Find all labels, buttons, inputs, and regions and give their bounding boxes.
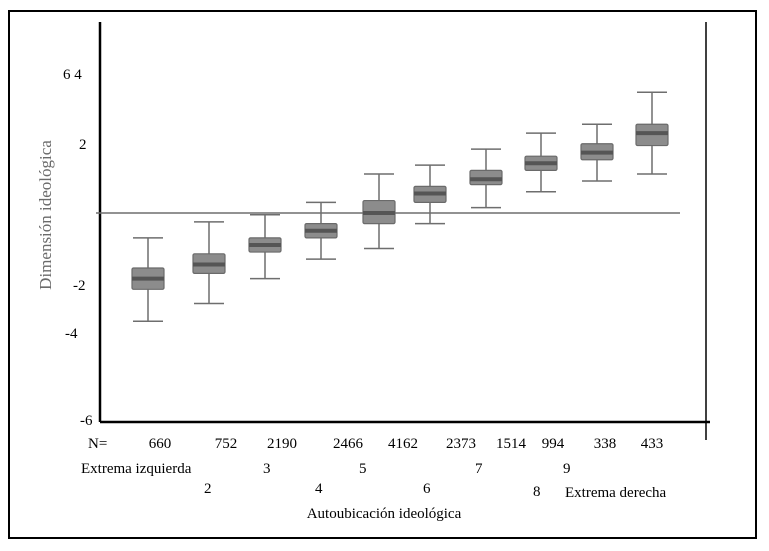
n-value: 4162: [388, 436, 418, 452]
y-tick-label: 2: [79, 137, 87, 153]
x-tick-label: 5: [359, 461, 367, 477]
box-plot-9: [580, 123, 614, 182]
x-axis-label: Autoubicación ideológica: [307, 506, 462, 522]
n-values-row: 660 752 2190 2466 4162 2373 1514 994 338 433: [149, 436, 664, 452]
n-value: 1514: [496, 436, 527, 452]
box-plot-6: [413, 164, 447, 225]
n-value: 2466: [333, 436, 364, 452]
box-plot-4: [304, 201, 338, 260]
n-value: 660: [149, 436, 172, 452]
n-value: 2190: [267, 436, 297, 452]
y-tick-label: 6 4: [63, 67, 82, 83]
x-tick-label-left: Extrema izquierda: [81, 461, 192, 477]
x-tick-label: 8: [533, 484, 541, 500]
x-tick-label: 3: [263, 461, 271, 477]
x-tick-label: 6: [423, 481, 431, 497]
box-plot-2: [192, 221, 226, 305]
y-tick-label: -2: [73, 278, 86, 294]
x-tick-label: 2: [204, 481, 212, 497]
x-tick-label: 7: [475, 461, 483, 477]
boxes-group: [131, 91, 669, 323]
y-axis-label: Dimensión ideológica: [36, 140, 55, 290]
figure-frame: [8, 10, 757, 539]
n-value: 433: [641, 436, 664, 452]
box-plot-8: [524, 132, 558, 193]
box-plot-7: [469, 148, 503, 209]
box-plot-5: [362, 173, 396, 250]
y-tick-label: -4: [65, 326, 78, 342]
box-plot-1: [131, 237, 165, 323]
y-tick-label: -6: [80, 413, 93, 429]
x-tick-label: 4: [315, 481, 323, 497]
box-plot-3: [248, 214, 282, 280]
box-plot-10: [635, 91, 669, 175]
n-value: 2373: [446, 436, 476, 452]
n-prefix-label: N=: [88, 436, 107, 452]
n-value: 752: [215, 436, 238, 452]
n-value: 994: [542, 436, 565, 452]
x-tick-label-right: Extrema derecha: [565, 485, 667, 501]
x-tick-label: 9: [563, 461, 571, 477]
n-value: 338: [594, 436, 617, 452]
